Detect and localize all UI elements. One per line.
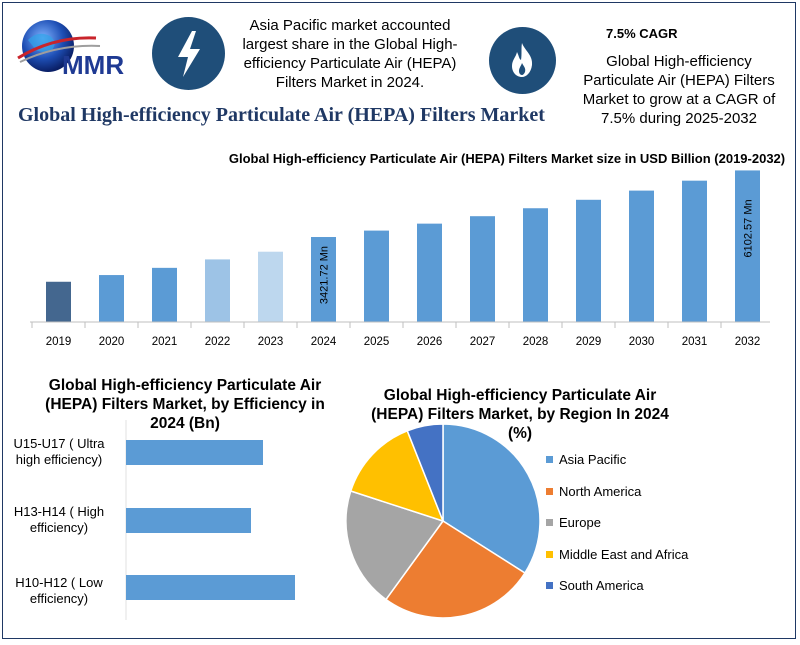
legend-item-asia-pacific: Asia Pacific <box>546 449 688 470</box>
legend-swatch <box>546 487 553 495</box>
market-size-column-chart: 2019 2020 2021 2022 2023 2024 3421.72 Mn 2025 20… <box>30 170 770 348</box>
bar-2021 <box>152 267 177 322</box>
legend-label: North America <box>559 483 642 499</box>
x-tick-label-2023: 2023 <box>258 336 284 348</box>
x-tick-label-2029: 2029 <box>576 336 602 348</box>
x-tick-label-2024: 2024 <box>311 336 337 348</box>
legend-item-middle-east-africa: Middle East and Africa <box>546 544 688 565</box>
lightning-icon <box>152 17 225 90</box>
bar-2030 <box>629 190 654 322</box>
legend-label: Asia Pacific <box>559 452 627 467</box>
x-tick-label-2022: 2022 <box>205 336 231 348</box>
legend-swatch <box>546 456 553 463</box>
hbar-label-h13: H13-H14 ( High efficiency) <box>13 504 105 535</box>
cagr-title: 7.5% CAGR <box>606 26 678 41</box>
legend-item-north-america: North America <box>546 481 688 502</box>
bar-2025 <box>364 230 389 322</box>
efficiency-chart-title: Global High-efficiency Particulate Air (… <box>45 377 325 432</box>
bar-2028 <box>523 208 548 322</box>
bar-2023 <box>258 251 283 322</box>
hbar-label-u15: U15-U17 ( Ultra high efficiency) <box>13 436 105 467</box>
x-tick-label-2019: 2019 <box>46 336 72 348</box>
x-tick-label-2025: 2025 <box>364 336 390 348</box>
cagr-text: Global High-efficiency Particulate Air (… <box>582 53 776 127</box>
hbar-2 <box>126 575 295 600</box>
legend-item-europe: Europe <box>546 512 688 533</box>
x-tick-label-2028: 2028 <box>523 336 549 348</box>
region-chart-title: Global High-efficiency Particulate Air (… <box>371 387 669 442</box>
pie-slice-south-america <box>406 423 444 522</box>
bar-2029 <box>576 199 601 322</box>
x-tick-label-2020: 2020 <box>99 336 125 348</box>
column-chart-title: Global High-efficiency Particulate Air (… <box>228 151 786 166</box>
x-tick-label-2027: 2027 <box>470 336 496 348</box>
legend-label: South America <box>559 578 644 593</box>
legend-swatch <box>546 582 553 589</box>
data-label-2024: 3421.72 Mn <box>319 246 331 304</box>
page-title: Global High-efficiency Particulate Air (… <box>18 104 545 126</box>
asia-pacific-note: Asia Pacific market accounted largest sh… <box>242 17 458 91</box>
bar-2031 <box>682 180 707 322</box>
bar-2024 <box>311 237 336 322</box>
x-tick-label-2026: 2026 <box>417 336 443 348</box>
x-tick-label-2021: 2021 <box>152 336 178 348</box>
region-pie-chart <box>345 423 541 619</box>
logo-text: MMR <box>62 50 124 80</box>
flame-icon <box>489 27 556 94</box>
mmr-logo: MMR <box>14 16 149 86</box>
bar-2026 <box>417 223 442 322</box>
x-tick-label-2032: 2032 <box>735 336 761 348</box>
hbar-label-h10: H10-H12 ( Low efficiency) <box>15 575 103 606</box>
hbar-0 <box>126 440 263 465</box>
pie-legend: Asia Pacific North America Europe Middle… <box>546 449 688 607</box>
data-label-2032: 6102.57 Mn <box>743 199 755 257</box>
legend-swatch <box>546 519 553 526</box>
pie-slice-europe <box>345 490 445 601</box>
bar-2032 <box>735 170 760 322</box>
pie-slice-north-america <box>384 519 526 619</box>
legend-item-south-america: South America <box>546 575 688 596</box>
pie-slice-middle-east-and-africa <box>349 429 445 523</box>
hbar-1 <box>126 508 251 533</box>
x-tick-label-2031: 2031 <box>682 336 708 348</box>
bar-2027 <box>470 216 495 322</box>
x-tick-label-2030: 2030 <box>629 336 655 348</box>
bar-2022 <box>205 259 230 322</box>
legend-swatch <box>546 550 553 558</box>
legend-label: Europe <box>559 515 601 530</box>
bar-2020 <box>99 275 124 322</box>
legend-label: Middle East and Africa <box>559 546 689 562</box>
bar-2019 <box>46 281 71 322</box>
efficiency-bar-chart <box>125 420 295 620</box>
